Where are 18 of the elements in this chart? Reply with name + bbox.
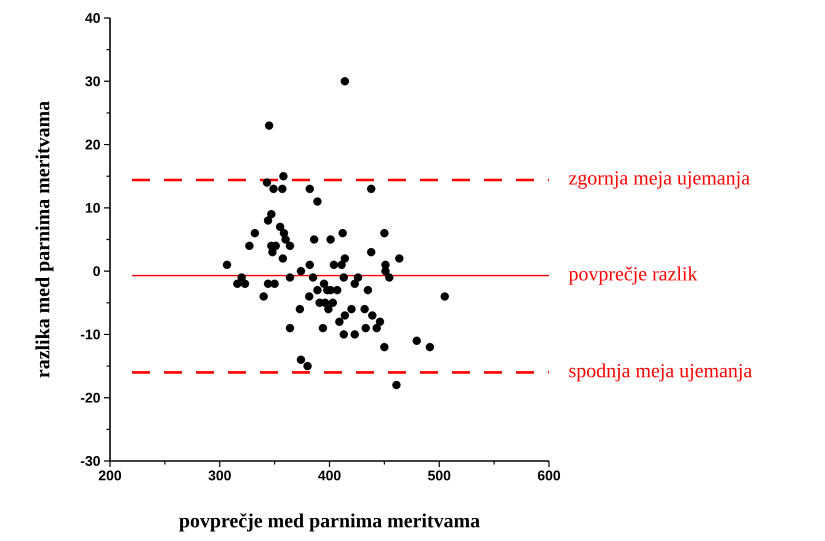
x-axis-title: povprečje med parnima meritvama (179, 513, 480, 532)
y-tick-label: -10 (80, 329, 100, 340)
y-tick-label: 0 (93, 266, 100, 276)
y-axis-title: razlika med parnima meritvama (35, 101, 54, 378)
y-tick-label: 20 (85, 140, 100, 150)
x-tick-label: 200 (98, 470, 122, 480)
y-tick-label: 40 (85, 13, 100, 23)
x-tick-label: 300 (208, 470, 231, 480)
x-tick-label: 500 (428, 470, 450, 480)
ref-line-label: povprečje razlik (568, 266, 698, 285)
x-tick-label: 400 (318, 470, 341, 480)
y-tick-label: 10 (86, 202, 100, 213)
x-tick-label: 600 (538, 470, 560, 480)
ref-line-label: spodnja meja ujemanja (569, 363, 752, 382)
ref-line-label: zgornja meja ujemanja (569, 171, 750, 189)
y-tick-label: -20 (80, 392, 100, 403)
y-tick-label: 30 (85, 76, 100, 86)
y-tick-label: -30 (80, 456, 100, 466)
